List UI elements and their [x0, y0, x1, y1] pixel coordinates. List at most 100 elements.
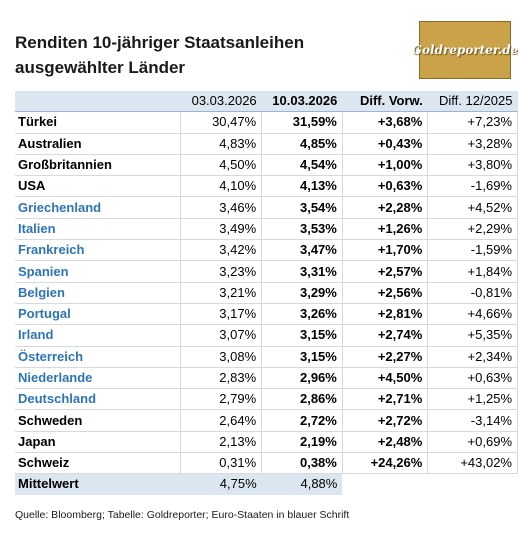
diff-year: +3,80%	[427, 154, 518, 177]
country-name: Niederlande	[15, 367, 181, 390]
country-name: Schweden	[15, 409, 181, 432]
yield-date-1: 2,13%	[180, 431, 262, 454]
yield-date-1: 4,50%	[180, 154, 262, 177]
page-title: Renditen 10-jähriger Staatsanleihen ausg…	[15, 30, 304, 80]
diff-year: -3,14%	[427, 409, 518, 432]
country-name: USA	[15, 175, 181, 198]
table-row: Griechenland 3,46% 3,54% +2,28% +4,52%	[15, 196, 518, 219]
yield-date-2: 2,86%	[261, 388, 343, 411]
country-name: Japan	[15, 431, 181, 454]
yield-date-1: 3,46%	[180, 196, 262, 219]
yield-date-2: 3,54%	[261, 196, 343, 219]
yield-date-1: 2,64%	[180, 409, 262, 432]
yield-date-2: 3,53%	[261, 218, 343, 241]
yield-date-1: 0,31%	[180, 452, 262, 475]
diff-year: +7,23%	[427, 111, 518, 134]
diff-week: +2,27%	[341, 346, 428, 368]
country-name: Belgien	[15, 282, 181, 304]
yield-date-1: 3,08%	[180, 346, 262, 368]
country-name: Griechenland	[15, 196, 181, 219]
yield-date-2: 2,72%	[261, 409, 343, 432]
yield-date-2: 2,19%	[261, 431, 343, 454]
average-value-2: 4,88%	[261, 473, 343, 495]
yield-date-1: 3,21%	[180, 282, 262, 304]
average-row: Mittelwert 4,75% 4,88%	[15, 473, 518, 495]
diff-year: +0,63%	[427, 367, 518, 390]
table-row: Großbritannien 4,50% 4,54% +1,00% +3,80%	[15, 154, 518, 177]
logo-text: Goldreporter.de	[411, 43, 518, 57]
diff-week: +2,57%	[341, 260, 428, 283]
source-note: Quelle: Bloomberg; Tabelle: Goldreporter…	[15, 509, 350, 521]
yield-date-1: 2,79%	[180, 388, 262, 411]
table-row: USA 4,10% 4,13% +0,63% -1,69%	[15, 175, 518, 198]
yield-date-2: 3,29%	[261, 282, 343, 304]
table-row: Australien 4,83% 4,85% +0,43% +3,28%	[15, 133, 518, 155]
yield-date-2: 31,59%	[261, 111, 343, 134]
yield-date-1: 3,23%	[180, 260, 262, 283]
diff-year: +2,34%	[427, 346, 518, 368]
average-label: Mittelwert	[15, 473, 181, 495]
diff-week: +2,81%	[341, 303, 428, 326]
yield-date-1: 3,42%	[180, 239, 262, 262]
title-line-2: ausgewählter Länder	[15, 58, 186, 77]
goldreporter-logo: Goldreporter.de	[412, 21, 518, 79]
yield-date-2: 2,96%	[261, 367, 343, 390]
average-blank-2	[427, 473, 518, 495]
yield-date-1: 4,10%	[180, 175, 262, 198]
country-name: Großbritannien	[15, 154, 181, 177]
diff-week: +2,56%	[341, 282, 428, 304]
table-row: Türkei 30,47% 31,59% +3,68% +7,23%	[15, 111, 518, 134]
yield-date-2: 4,13%	[261, 175, 343, 198]
yield-date-1: 2,83%	[180, 367, 262, 390]
diff-week: +24,26%	[341, 452, 428, 475]
table-row: Frankreich 3,42% 3,47% +1,70% -1,59%	[15, 239, 518, 262]
header-date-2: 10.03.2026	[261, 91, 343, 113]
yield-date-2: 0,38%	[261, 452, 343, 475]
yield-table: 03.03.2026 10.03.2026 Diff. Vorw. Diff. …	[15, 91, 518, 495]
yield-date-2: 3,26%	[261, 303, 343, 326]
yield-date-2: 3,47%	[261, 239, 343, 262]
diff-year: +1,84%	[427, 260, 518, 283]
yield-date-1: 3,49%	[180, 218, 262, 241]
diff-year: +2,29%	[427, 218, 518, 241]
yield-date-2: 4,54%	[261, 154, 343, 177]
diff-week: +1,26%	[341, 218, 428, 241]
diff-week: +2,48%	[341, 431, 428, 454]
diff-year: +4,52%	[427, 196, 518, 219]
diff-week: +2,72%	[341, 409, 428, 432]
diff-week: +2,28%	[341, 196, 428, 219]
yield-date-1: 3,07%	[180, 324, 262, 347]
diff-week: +0,43%	[341, 133, 428, 155]
diff-week: +4,50%	[341, 367, 428, 390]
yield-date-2: 3,15%	[261, 346, 343, 368]
yield-date-2: 3,31%	[261, 260, 343, 283]
table-row: Belgien 3,21% 3,29% +2,56% -0,81%	[15, 282, 518, 304]
country-name: Spanien	[15, 260, 181, 283]
country-name: Deutschland	[15, 388, 181, 411]
yield-date-2: 3,15%	[261, 324, 343, 347]
country-name: Irland	[15, 324, 181, 347]
diff-week: +1,70%	[341, 239, 428, 262]
country-name: Frankreich	[15, 239, 181, 262]
diff-year: +4,66%	[427, 303, 518, 326]
table-row: Italien 3,49% 3,53% +1,26% +2,29%	[15, 218, 518, 241]
header-date-1: 03.03.2026	[180, 91, 262, 113]
table-row: Österreich 3,08% 3,15% +2,27% +2,34%	[15, 346, 518, 368]
diff-year: -1,69%	[427, 175, 518, 198]
country-name: Türkei	[15, 111, 181, 134]
table-header-row: 03.03.2026 10.03.2026 Diff. Vorw. Diff. …	[15, 91, 518, 113]
table-row: Deutschland 2,79% 2,86% +2,71% +1,25%	[15, 388, 518, 411]
diff-year: -1,59%	[427, 239, 518, 262]
diff-week: +2,74%	[341, 324, 428, 347]
average-blank-1	[342, 473, 428, 495]
diff-year: -0,81%	[427, 282, 518, 304]
yield-date-1: 4,83%	[180, 133, 262, 155]
table-row: Portugal 3,17% 3,26% +2,81% +4,66%	[15, 303, 518, 326]
diff-week: +0,63%	[341, 175, 428, 198]
average-value-1: 4,75%	[180, 473, 262, 495]
table-row: Schweden 2,64% 2,72% +2,72% -3,14%	[15, 409, 518, 432]
diff-year: +0,69%	[427, 431, 518, 454]
country-name: Italien	[15, 218, 181, 241]
header-diff-week: Diff. Vorw.	[342, 91, 428, 113]
country-name: Schweiz	[15, 452, 181, 475]
